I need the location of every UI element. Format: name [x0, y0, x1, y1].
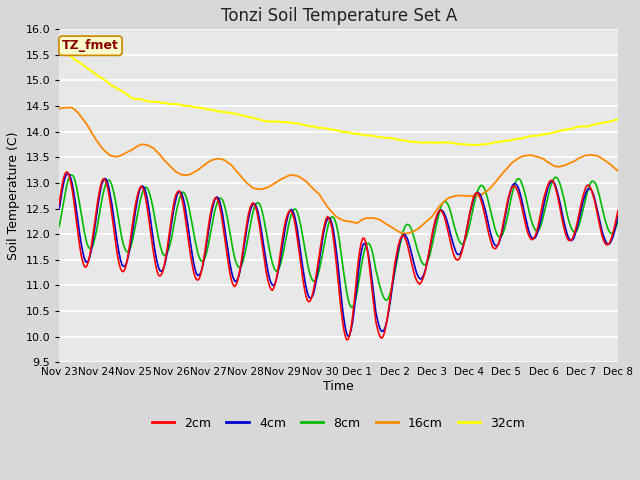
Text: TZ_fmet: TZ_fmet	[62, 39, 119, 52]
X-axis label: Time: Time	[323, 380, 354, 393]
Y-axis label: Soil Temperature (C): Soil Temperature (C)	[7, 132, 20, 260]
Legend: 2cm, 4cm, 8cm, 16cm, 32cm: 2cm, 4cm, 8cm, 16cm, 32cm	[147, 412, 531, 435]
Title: Tonzi Soil Temperature Set A: Tonzi Soil Temperature Set A	[221, 7, 457, 25]
